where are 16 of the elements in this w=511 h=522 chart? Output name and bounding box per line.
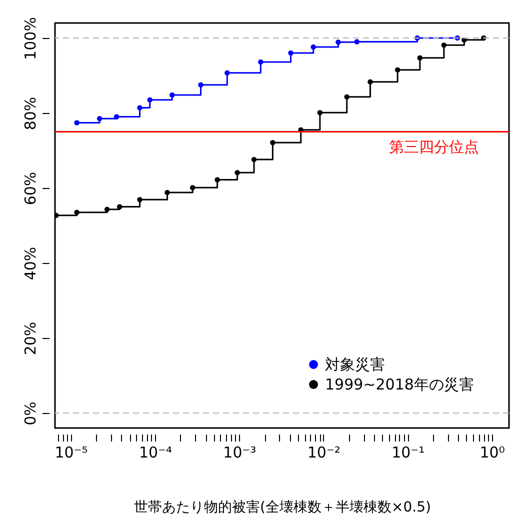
y-tick-label: 20% — [22, 322, 40, 356]
y-tick-label: 80% — [22, 96, 40, 130]
legend-label: 1999~2018年の災害 — [325, 376, 474, 394]
y-tick-label: 100% — [22, 17, 40, 60]
x-tick-label: 10⁰ — [480, 444, 505, 462]
y-tick-label: 0% — [22, 402, 40, 426]
x-tick-label: 10⁻² — [307, 444, 340, 462]
x-axis-title: 世帯あたり物的被害(全壊棟数＋半壊棟数×0.5) — [134, 500, 431, 516]
x-tick-label: 10⁻³ — [223, 444, 256, 462]
x-tick-label: 10⁻⁴ — [138, 444, 172, 462]
ref-line-label: 第三四分位点 — [389, 138, 479, 156]
legend-label: 対象災害 — [325, 356, 385, 374]
y-tick-label: 40% — [22, 246, 40, 280]
x-tick-label: 10⁻⁵ — [54, 444, 88, 462]
y-tick-label: 60% — [22, 172, 40, 206]
x-tick-label: 10⁻¹ — [392, 444, 425, 462]
